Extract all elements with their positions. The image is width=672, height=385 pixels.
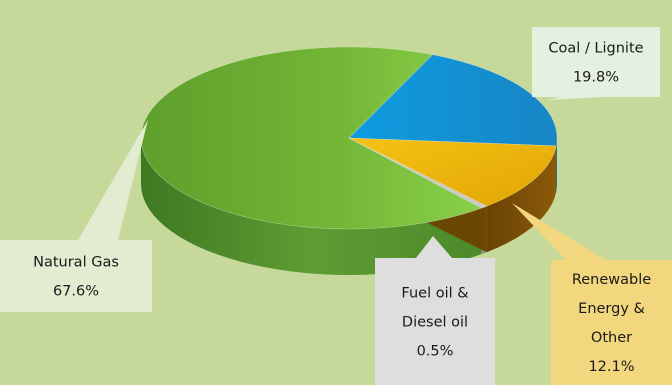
pie-slice [348,137,488,209]
slice-label: 12.1% [588,359,634,375]
slice-label: Renewable [572,272,651,288]
slice-label: Coal / Lignite [548,41,643,57]
pie-slice [140,46,483,230]
callout-pointer [548,97,600,100]
callout-pointer [512,203,606,260]
callout-box [532,27,660,97]
callout-box [0,240,152,312]
slice-label: Energy & [578,301,645,317]
callout-label: Renewable Energy & Other 12.1% [512,203,672,385]
callout-label: Natural Gas 67.6% [0,120,152,312]
pie-slice [348,54,558,147]
callout-label: Fuel oil & Diesel oil 0.5% [375,236,495,385]
callout-box [551,260,672,385]
pie-slice-side [141,138,482,275]
slice-label: 67.6% [53,284,99,300]
callout-label: Coal / Lignite 19.8% [532,27,660,100]
pie-slice-side [486,145,557,253]
pie-slice-side [556,138,557,192]
callout-pointer [416,236,452,258]
slice-label: Fuel oil & [401,286,468,302]
slice-label: Natural Gas [33,255,119,271]
slice-label: 19.8% [573,70,619,86]
slice-label: Other [591,330,632,346]
callout-pointer [78,120,148,240]
slice-label: Diesel oil [402,315,468,331]
callout-box [375,258,495,385]
slice-label: 0.5% [417,344,454,360]
pie-slice [348,137,557,207]
